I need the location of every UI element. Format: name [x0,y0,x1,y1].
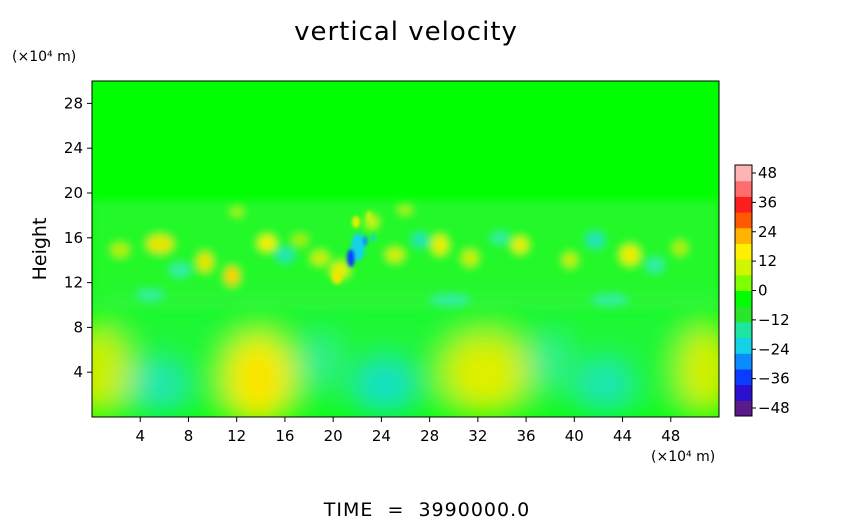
y-tick-label: 16 [64,229,83,247]
x-tick-label: 4 [135,427,145,445]
x-tick-label: 20 [324,427,343,445]
colorbar-label: 48 [758,164,777,182]
chart-title: vertical velocity [294,17,518,47]
y-axis-label: Height [29,218,51,281]
colorbar-swatch [735,306,752,323]
y-tick-label: 12 [64,274,83,292]
central-updraft-cells [332,211,375,284]
y-tick-label: 4 [73,363,83,381]
colorbar-swatch [735,274,752,291]
colorbar-swatch [735,368,752,386]
x-tick-label: 36 [517,427,536,445]
x-axis: 4 8 12 16 20 24 28 32 36 40 44 48 [135,417,680,445]
colorbar-swatch [735,321,752,339]
colorbar-swatch [735,165,752,182]
colorbar-label: −24 [758,340,790,358]
colorbar-swatch [735,212,752,229]
y-tick-label: 24 [64,139,83,157]
colorbar-label: 36 [758,193,777,211]
lower-wave-pattern [92,300,719,417]
x-tick-label: 16 [275,427,294,445]
colorbar-label: 24 [758,223,777,241]
x-tick-label: 44 [613,427,632,445]
colorbar-swatch [735,337,752,354]
y-axis: 4 8 12 16 20 24 28 [64,94,92,381]
colorbar-label: −12 [758,311,790,329]
colorbar-swatch [735,227,752,244]
colorbar: 48 36 24 12 0 −12 −24 −36 −48 [734,164,790,417]
colorbar-label: 0 [758,282,768,300]
colorbar-label: −48 [758,399,790,417]
colorbar-swatch [735,290,752,307]
x-tick-label: 48 [661,427,680,445]
plot-frame [91,80,720,418]
colorbar-swatch [735,180,752,197]
plot-area [92,81,719,417]
x-tick-label: 12 [227,427,246,445]
x-tick-label: 24 [372,427,391,445]
x-tick-label: 8 [184,427,194,445]
x-tick-label: 28 [420,427,439,445]
x-unit-label: (×10⁴ m) [651,449,715,465]
y-tick-label: 8 [73,318,83,336]
colorbar-swatch [735,384,752,401]
colorbar-swatch [735,196,752,213]
colorbar-swatch [735,259,752,276]
colorbar-label: −36 [758,370,790,388]
colorbar-label: 12 [758,252,777,270]
colorbar-swatch [735,400,752,417]
colorbar-swatch [735,243,752,260]
x-tick-label: 40 [565,427,584,445]
time-label: TIME = 3990000.0 [323,499,530,519]
y-tick-label: 28 [64,94,83,112]
upper-turbulence-band [92,200,719,310]
y-tick-label: 20 [64,184,83,202]
x-tick-label: 32 [468,427,487,445]
colorbar-swatch [735,353,752,370]
y-unit-label: (×10⁴ m) [12,49,76,65]
